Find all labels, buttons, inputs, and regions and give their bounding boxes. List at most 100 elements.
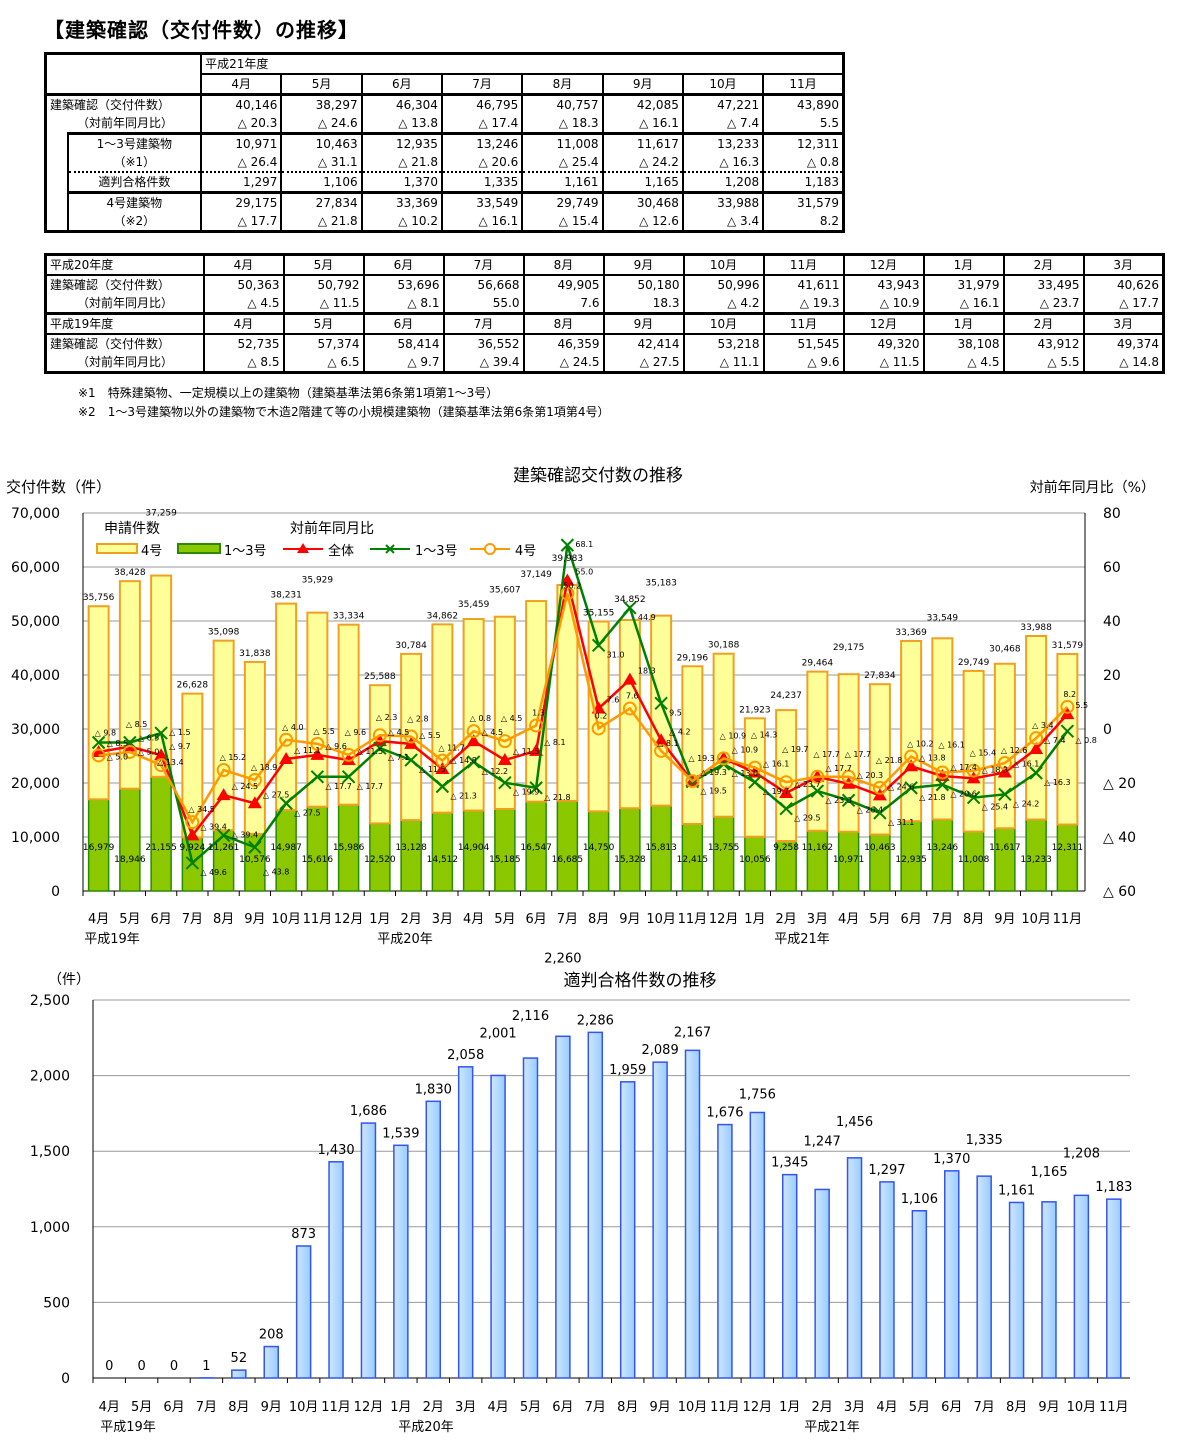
- line-value-label: 1.3: [532, 708, 545, 717]
- bar-1-3-label: 13,128: [395, 843, 427, 853]
- bar-4: [462, 618, 485, 812]
- bar: [846, 1157, 863, 1379]
- x-tick-label: 8月: [228, 1400, 249, 1415]
- table-cell: △ 4.5: [202, 294, 285, 314]
- circle-marker: [685, 774, 700, 789]
- circle-marker: [247, 773, 262, 788]
- year-label: 平成20年: [377, 932, 433, 947]
- bar-1-3-label: 10,056: [739, 855, 771, 865]
- circle-marker: [372, 728, 387, 743]
- bar-value-label: 208: [259, 1328, 284, 1343]
- bar-1-3: [1056, 823, 1079, 892]
- x-tick-label: 12月: [334, 912, 364, 927]
- line-value-label: △ 1.5: [169, 728, 190, 737]
- x-tick-label: 11月: [321, 1400, 351, 1415]
- triangle-marker: [654, 733, 669, 746]
- table-cell: △ 18.3: [521, 114, 604, 134]
- y-right-tick-label: 20: [1103, 668, 1121, 684]
- bar-1-3: [556, 800, 579, 892]
- footnote-2: ※2 1～3号建築物以外の建築物で木造2階建て等の小規模建築物（建築基準法第6条…: [78, 405, 610, 419]
- line-value-label: △ 19.3: [688, 754, 715, 763]
- line-value-label: △ 9.6: [325, 742, 346, 751]
- table-cell: 11,008: [521, 132, 604, 153]
- table-cell: 10,463: [280, 132, 363, 153]
- circle-marker: [591, 721, 606, 736]
- line-value-label: △ 49.6: [200, 868, 227, 877]
- line-value-label: △ 18.3: [982, 765, 1009, 774]
- line-value-label: △ 8.1: [544, 738, 565, 747]
- bar-1-3-label: 21,155: [145, 843, 177, 853]
- table-cell: 43,890: [762, 93, 845, 114]
- bar-4-label: 33,369: [895, 628, 927, 638]
- line-value-label: △ 9.7: [169, 742, 190, 751]
- row-label: （※2）: [66, 212, 203, 232]
- line-value-label: △ 5.5: [419, 731, 440, 740]
- x-tick-label: 10月: [1021, 912, 1051, 927]
- bar-1-3: [431, 811, 454, 892]
- table-cell: 40,757: [521, 93, 604, 114]
- corner-cell: [44, 53, 203, 96]
- line-value-label: 68.1: [575, 540, 593, 549]
- bar-value-label: 2,058: [447, 1048, 484, 1063]
- bar: [717, 1123, 733, 1379]
- table-cell: △ 8.5: [202, 353, 285, 373]
- x-marker: [466, 755, 481, 769]
- bar-1-3-label: 15,616: [302, 855, 334, 865]
- table-cell: △ 12.6: [601, 212, 684, 232]
- bar-1-3-label: 16,685: [552, 855, 584, 865]
- circle-marker: [904, 749, 919, 764]
- triangle-marker: [904, 759, 919, 772]
- x-marker: [185, 856, 200, 870]
- table-cell: 1,297: [200, 171, 283, 193]
- x-marker: [341, 770, 356, 784]
- month-header: 6月: [362, 312, 445, 335]
- month-header: 4月: [202, 312, 285, 335]
- x-tick-label: 1月: [744, 912, 765, 927]
- line-value-label: △ 4.5: [501, 714, 522, 723]
- line-value-label: △ 21.3: [450, 792, 477, 801]
- table-cell: △ 7.4: [681, 114, 765, 134]
- table-cell: 40,146: [200, 93, 283, 114]
- month-header: 11月: [762, 253, 845, 276]
- bar-value-label: 2,001: [479, 1026, 516, 1041]
- triangle-marker: [997, 765, 1012, 778]
- circle-marker: [404, 729, 419, 744]
- bar-1-3: [494, 808, 516, 892]
- triangle-marker-icon: [297, 543, 309, 553]
- x-tick-label: 4月: [838, 912, 859, 927]
- row-label: （対前年同月比）: [44, 114, 203, 134]
- x-tick-label: 7月: [585, 1400, 606, 1415]
- bar-4: [368, 684, 391, 825]
- line-value-label: 5.5: [1075, 701, 1088, 710]
- bar-4: [837, 673, 860, 833]
- bar-4: [1056, 652, 1079, 826]
- indent-cell: [45, 212, 69, 232]
- y-tick-label: 50,000: [11, 614, 60, 630]
- line-value-label: △ 0.8: [1075, 736, 1096, 745]
- bar-value-label: 2,089: [642, 1043, 679, 1058]
- bar: [944, 1170, 960, 1379]
- x-tick-label: 12月: [709, 912, 739, 927]
- x-tick-label: 7月: [196, 1400, 217, 1415]
- circle-marker: [91, 748, 106, 763]
- bar-4: [681, 665, 704, 825]
- table-cell: △ 17.7: [200, 212, 283, 232]
- table-row: （※2） △ 17.7 △ 21.8 △ 10.2 △ 16.1 △ 15.4 △ 12.6…: [45, 212, 845, 232]
- year-label: 平成21年: [804, 1420, 860, 1435]
- circle-marker: [654, 743, 669, 758]
- line-value-label: △ 39.4: [232, 830, 259, 839]
- bar-4-label: 35,459: [458, 600, 490, 610]
- legend-13: 1～3号: [415, 544, 458, 559]
- x-tick-label: 6月: [150, 912, 171, 927]
- table-cell: 43,912: [1002, 334, 1085, 353]
- table-cell: △ 16.1: [922, 294, 1005, 314]
- line-value-label: △ 3.4: [1032, 721, 1053, 730]
- line-value-label: △ 34.5: [188, 805, 215, 814]
- line-value-label: △ 8.1: [657, 739, 678, 748]
- line-value-label: 18.3: [638, 667, 656, 676]
- chart1-ylabel-left: 交付件数（件）: [6, 478, 111, 496]
- chart2-title: 適判合格件数の推移: [564, 971, 717, 991]
- x-tick-label: 6月: [163, 1400, 184, 1415]
- bar-value-label: 1,686: [350, 1104, 387, 1119]
- line-value-label: △ 29.5: [794, 814, 821, 823]
